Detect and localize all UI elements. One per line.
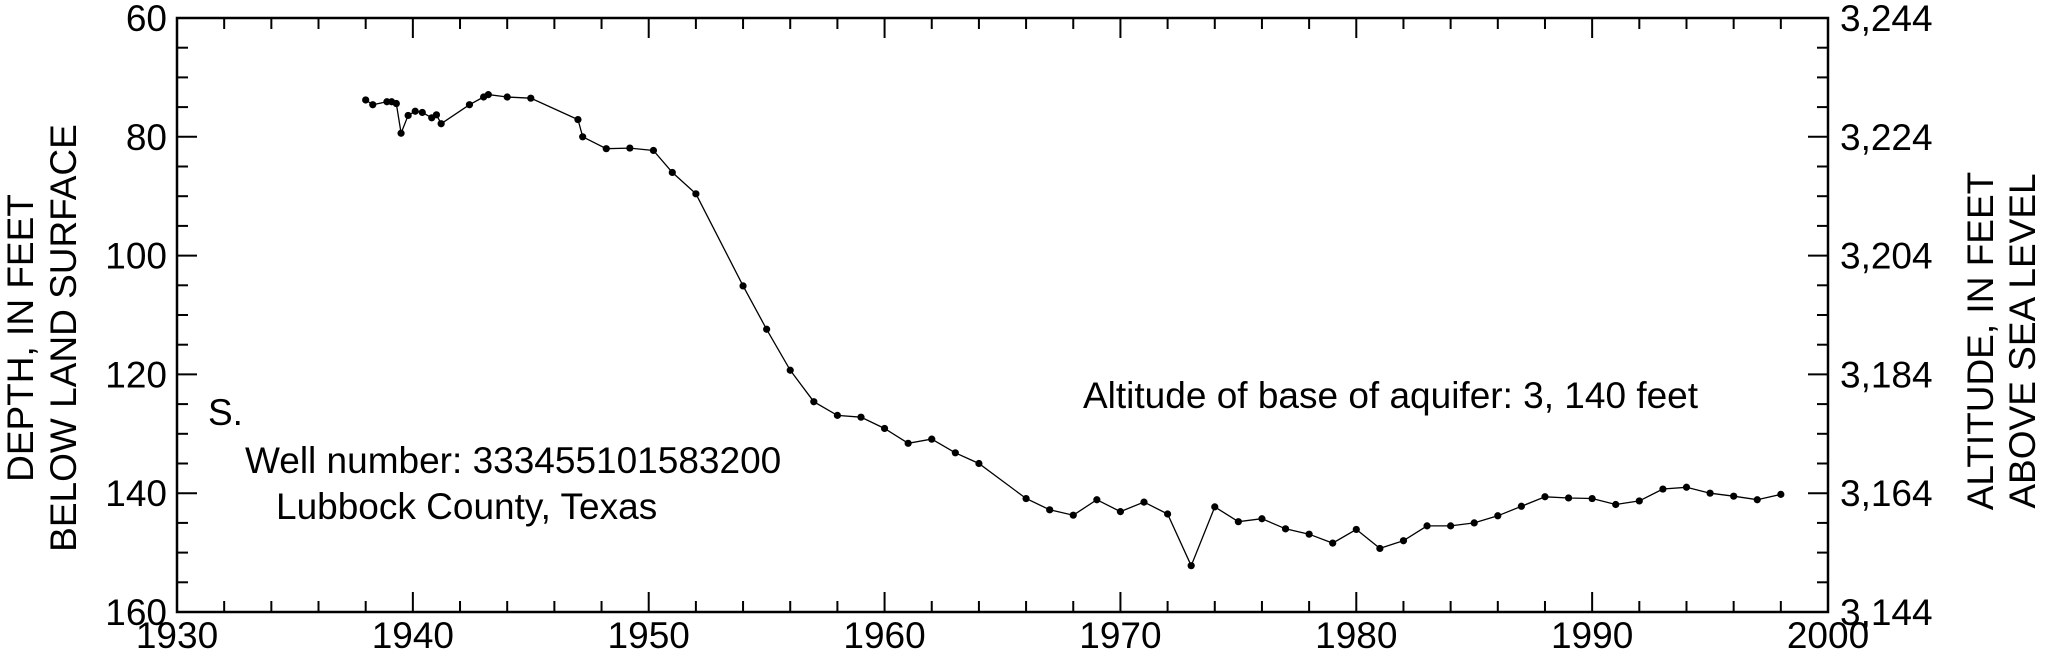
data-point	[1376, 544, 1384, 553]
data-point	[397, 129, 405, 137]
data-point	[668, 168, 676, 177]
data-point	[880, 424, 889, 433]
data-point	[1046, 506, 1054, 514]
data-point	[411, 107, 419, 115]
data-point	[975, 459, 983, 468]
y-axis-right: 3,244 3,224 3,204 3,184 3,164 3,144	[1808, 0, 1933, 633]
data-point	[928, 435, 936, 443]
x-tick-label: 1950	[608, 615, 690, 656]
data-point	[904, 439, 912, 447]
data-point	[951, 449, 959, 457]
y-tick-label: 60	[126, 0, 167, 39]
data-point	[1069, 511, 1077, 519]
data-point	[404, 111, 412, 120]
data-point	[1022, 494, 1030, 503]
data-point	[692, 190, 700, 198]
x-axis: 1930 1940 1950 1960 1970 1980 1990 2000	[136, 18, 1869, 656]
data-point	[574, 115, 582, 124]
y2-tick-label: 3,164	[1840, 473, 1933, 514]
data-point	[763, 325, 771, 333]
x-tick-label: 1930	[136, 615, 218, 656]
data-point	[1659, 485, 1667, 493]
y-tick-label: 140	[105, 473, 167, 514]
y-tick-label: 120	[105, 354, 167, 395]
x-tick-label: 2000	[1787, 615, 1869, 656]
data-point	[1164, 510, 1172, 518]
y2-axis-title-line2: ABOVE SEA LEVEL	[2002, 173, 2043, 508]
y-tick-label: 100	[105, 236, 167, 277]
x-tick-label: 1990	[1551, 615, 1633, 656]
data-point	[1258, 515, 1266, 523]
y2-tick-label: 3,144	[1840, 592, 1933, 633]
data-point	[392, 99, 400, 108]
data-point	[1234, 518, 1242, 526]
data-point	[1305, 530, 1313, 538]
data-point	[1541, 493, 1549, 501]
y-axis-left: 60 80 100 120 140 160	[105, 0, 197, 633]
data-point	[1281, 525, 1290, 533]
y2-tick-label: 3,244	[1840, 0, 1933, 39]
data-point	[1588, 494, 1596, 503]
y2-tick-label: 3,224	[1840, 117, 1933, 158]
corner-label: S.	[208, 392, 243, 433]
data-point	[362, 96, 370, 104]
data-point	[418, 108, 426, 117]
data-point	[1187, 562, 1195, 570]
data-point	[1352, 525, 1360, 534]
data-point	[579, 133, 587, 141]
water-level-series	[362, 91, 1785, 570]
data-point	[1140, 498, 1148, 506]
y-tick-label: 160	[105, 592, 167, 633]
y2-tick-label: 3,184	[1840, 354, 1933, 395]
data-point	[786, 366, 794, 374]
x-tick-label: 1980	[1315, 615, 1397, 656]
data-point	[1635, 497, 1643, 505]
data-point	[369, 101, 377, 109]
data-point	[1329, 539, 1337, 547]
data-point	[1494, 512, 1502, 520]
data-point	[465, 101, 474, 109]
data-point	[857, 413, 865, 421]
series-line	[365, 93, 1781, 568]
data-point	[649, 146, 658, 155]
data-point	[1447, 522, 1455, 530]
data-point	[1706, 489, 1714, 497]
y-axis-title-line1: DEPTH, IN FEET	[0, 194, 41, 482]
x-tick-label: 1970	[1079, 615, 1161, 656]
aquifer-base-label: Altitude of base of aquifer: 3, 140 feet	[1083, 375, 1699, 416]
data-point	[1470, 519, 1478, 527]
county-label: Lubbock County, Texas	[276, 486, 657, 527]
y2-axis-title-line1: ALTITUDE, IN FEET	[1960, 172, 2001, 511]
y2-tick-label: 3,204	[1840, 236, 1933, 277]
data-point	[1211, 503, 1219, 511]
data-point	[1682, 483, 1691, 491]
data-point	[1730, 492, 1738, 500]
data-point	[602, 145, 610, 153]
data-point	[527, 94, 535, 102]
data-point	[437, 120, 445, 128]
data-point	[1093, 496, 1101, 504]
data-point	[1399, 537, 1408, 545]
well-number-label: Well number: 333455101583200	[245, 440, 781, 481]
data-point	[1564, 494, 1573, 502]
data-point	[432, 111, 441, 119]
x-tick-label: 1960	[843, 615, 925, 656]
data-point	[739, 282, 747, 290]
data-point	[810, 398, 818, 406]
data-point	[484, 91, 492, 99]
data-point	[1116, 508, 1125, 516]
data-point	[1612, 500, 1620, 509]
data-point	[1517, 502, 1525, 510]
data-point	[833, 411, 842, 419]
data-point	[626, 144, 634, 152]
data-point	[1777, 490, 1785, 498]
data-point	[503, 93, 511, 101]
data-point	[1423, 522, 1431, 530]
x-tick-label: 1940	[372, 615, 454, 656]
y-axis-title-line2: BELOW LAND SURFACE	[43, 124, 84, 552]
data-point	[1753, 496, 1761, 504]
y-tick-label: 80	[126, 117, 167, 158]
